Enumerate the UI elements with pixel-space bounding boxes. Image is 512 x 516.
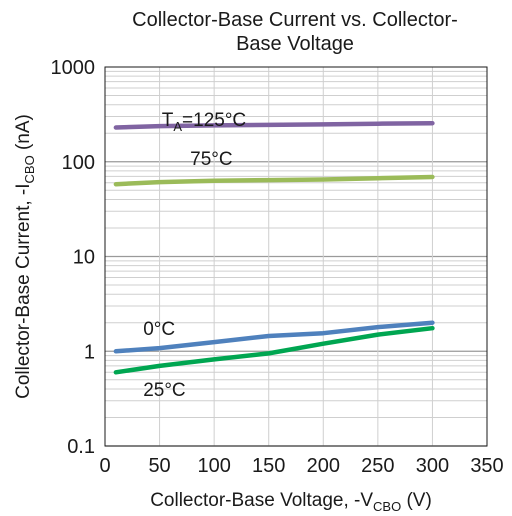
- x-tick-labels: 0 50 100 150 200 250 300 350: [99, 455, 503, 477]
- x-tick-label: 350: [470, 455, 503, 477]
- y-tick-label: 100: [62, 152, 95, 174]
- y-tick-label: 1: [84, 341, 95, 363]
- series-label-0: TA=125°C: [162, 110, 246, 134]
- series-line-1: [113, 174, 435, 187]
- x-tick-label: 100: [197, 455, 230, 477]
- series-label-2: 0°C: [143, 319, 175, 340]
- series-line-2: [113, 320, 435, 354]
- x-tick-label: 250: [361, 455, 394, 477]
- plot-area-frame: [104, 66, 488, 447]
- grid: [105, 67, 487, 447]
- x-tick-label: 150: [252, 455, 285, 477]
- x-tick-label: 0: [99, 455, 110, 477]
- series-line-0: [113, 120, 435, 130]
- y-axis-label: Collector-Base Current, -ICBO (nA): [13, 114, 37, 399]
- y-tick-label: 1000: [51, 57, 96, 79]
- chart-title-line-2: Base Voltage: [236, 33, 354, 55]
- x-tick-label: 50: [148, 455, 170, 477]
- x-tick-label: 300: [416, 455, 449, 477]
- series-labels: TA=125°C 75°C 0°C 25°C: [143, 110, 246, 401]
- y-tick-label: 10: [73, 247, 95, 269]
- axis-titles: Collector-Base Voltage, -VCBO (V) Collect…: [13, 114, 432, 514]
- series-label-1: 75°C: [190, 149, 232, 170]
- y-tick-label: 0.1: [67, 436, 95, 458]
- x-tick-label: 200: [307, 455, 340, 477]
- series-label-3: 25°C: [143, 380, 185, 401]
- series-line-3: [113, 325, 435, 375]
- series-lines: [113, 120, 435, 375]
- y-tick-labels: 0.1 1 10 100 1000: [51, 57, 96, 458]
- chart-title-line-1: Collector-Base Current vs. Collector-: [132, 9, 458, 31]
- x-axis-label: Collector-Base Voltage, -VCBO (V): [150, 490, 432, 514]
- chart-title: Collector-Base Current vs. Collector- Ba…: [100, 8, 490, 56]
